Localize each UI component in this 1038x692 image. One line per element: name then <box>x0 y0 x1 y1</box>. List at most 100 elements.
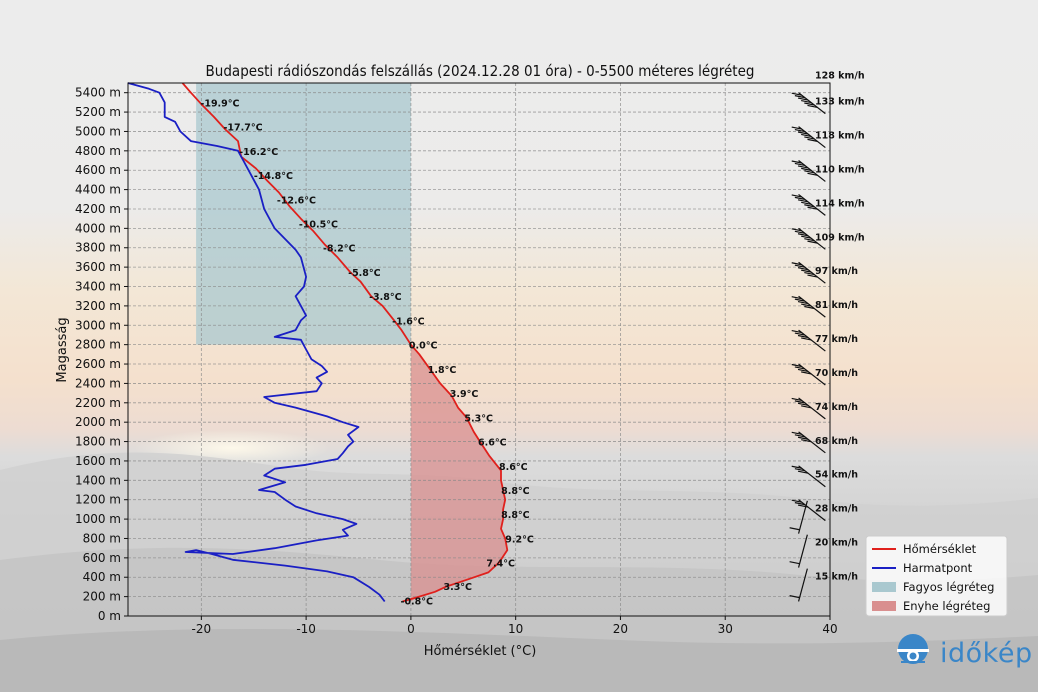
wind-barb-feather <box>791 499 802 503</box>
wind-barb-staff <box>798 160 826 182</box>
wind-barb-feather <box>804 204 815 208</box>
wind-barb <box>791 329 826 352</box>
wind-barb <box>789 534 808 568</box>
freezing-layer-area <box>196 83 411 345</box>
wind-barb-feather <box>804 238 815 242</box>
wind-barb-feather <box>801 337 812 341</box>
wind-barb <box>791 363 826 386</box>
wind-barb-feather <box>801 439 812 443</box>
brand-name: időkép <box>940 638 1033 669</box>
wind-barb-feather <box>791 262 802 266</box>
wind-barb <box>791 465 826 488</box>
wind-barb-feather <box>794 434 805 438</box>
wind-barb <box>791 160 826 182</box>
wind-speed-label: 68 km/h <box>815 436 858 447</box>
wind-barb-feather <box>797 334 809 339</box>
wind-speed-label: 109 km/h <box>815 232 865 243</box>
wind-barb-staff <box>798 261 826 284</box>
wind-speed-label: 77 km/h <box>815 334 858 345</box>
wind-speed-label: 128 km/h <box>815 71 865 82</box>
x-tick-label: 10 <box>508 622 523 636</box>
wind-barb-feather <box>797 300 809 305</box>
y-tick-label: 4600 m <box>75 163 121 177</box>
temperature-label: 8.6°C <box>499 462 528 473</box>
y-tick-label: 2000 m <box>75 415 121 429</box>
temperature-label: 8.8°C <box>501 486 530 497</box>
y-tick-label: 1600 m <box>75 454 121 468</box>
wind-barb-feather <box>794 264 805 268</box>
wind-barb-feather <box>801 201 812 205</box>
wind-speed-label: 28 km/h <box>815 504 858 515</box>
wind-barb-feather <box>801 405 812 409</box>
wind-speed-label: 20 km/h <box>815 538 858 549</box>
wind-barb-staff <box>798 92 826 115</box>
temperature-label: 3.3°C <box>443 582 472 593</box>
x-tick-label: -10 <box>296 622 316 636</box>
wind-barb-feather <box>801 269 812 273</box>
temperature-label: -19.9°C <box>200 98 239 109</box>
dewpoint-line <box>127 82 386 603</box>
wind-barb-feather <box>791 465 802 469</box>
legend-entry-label: Enyhe légréteg <box>903 599 990 613</box>
y-tick-label: 5000 m <box>75 124 121 138</box>
wind-barb-feather <box>794 95 805 99</box>
wind-barb <box>789 568 808 602</box>
wind-barb-staff <box>797 568 808 602</box>
temperature-line <box>181 82 509 603</box>
wind-barb-feather <box>791 92 802 96</box>
cloud-sun-icon <box>897 634 929 664</box>
wind-barb-feather <box>801 99 812 104</box>
wind-barb-feather <box>791 363 802 368</box>
wind-barb-staff <box>798 329 826 352</box>
wind-barb-staff <box>798 363 826 386</box>
legend-entry-label: Harmatpont <box>903 561 973 575</box>
temperature-label: -10.5°C <box>299 219 338 230</box>
wind-barb-feather <box>794 366 805 370</box>
x-tick-label: 20 <box>613 622 628 636</box>
y-tick-label: 5200 m <box>75 105 121 119</box>
wind-barb-feather <box>797 199 809 203</box>
wind-barb-feather <box>791 329 802 334</box>
y-tick-label: 4000 m <box>75 221 121 235</box>
wind-barb-feather <box>804 102 815 106</box>
temperature-label: 5.3°C <box>464 413 493 424</box>
temperature-label: 0.0°C <box>409 341 438 352</box>
y-tick-label: 3600 m <box>75 260 121 274</box>
temperature-label: 7.4°C <box>486 559 515 570</box>
wind-barb-feather <box>807 104 818 109</box>
wind-barb-feather <box>794 298 805 302</box>
wind-barb-feather <box>791 126 802 130</box>
wind-barb-feather <box>794 332 805 336</box>
wind-barb-feather <box>791 397 802 402</box>
wind-barb-feather <box>797 131 809 135</box>
y-tick-label: 3000 m <box>75 318 121 332</box>
wind-barb-feather <box>801 371 812 375</box>
x-tick-label: 40 <box>822 622 837 636</box>
wind-speed-label: 110 km/h <box>815 164 865 175</box>
y-axis-label: Magasság <box>55 317 70 382</box>
x-tick-label: -20 <box>192 622 212 636</box>
wind-barb-staff <box>797 534 808 568</box>
wind-barb-staff <box>798 126 826 149</box>
y-tick-label: 0 m <box>98 609 121 623</box>
wind-barb-feather <box>794 128 805 133</box>
wind-barb-feather <box>794 230 805 234</box>
wind-speed-label: 15 km/h <box>815 571 858 582</box>
y-tick-label: 2600 m <box>75 357 121 371</box>
y-tick-label: 2400 m <box>75 376 121 390</box>
wind-barb-feather <box>804 305 815 310</box>
wind-barb-feather <box>797 368 809 373</box>
wind-barb-feather <box>804 170 815 174</box>
wind-barb-feather <box>801 133 812 138</box>
wind-barb-feather <box>807 274 818 278</box>
wind-barb-feather <box>794 162 805 167</box>
y-tick-label: 400 m <box>83 570 121 584</box>
temperature-label: -16.2°C <box>239 147 278 158</box>
wind-barb <box>791 499 826 522</box>
wind-barb-feather <box>801 167 812 171</box>
wind-speed-label: 74 km/h <box>815 402 858 413</box>
wind-barb-feather <box>797 436 809 440</box>
legend-patch-swatch <box>872 582 896 592</box>
